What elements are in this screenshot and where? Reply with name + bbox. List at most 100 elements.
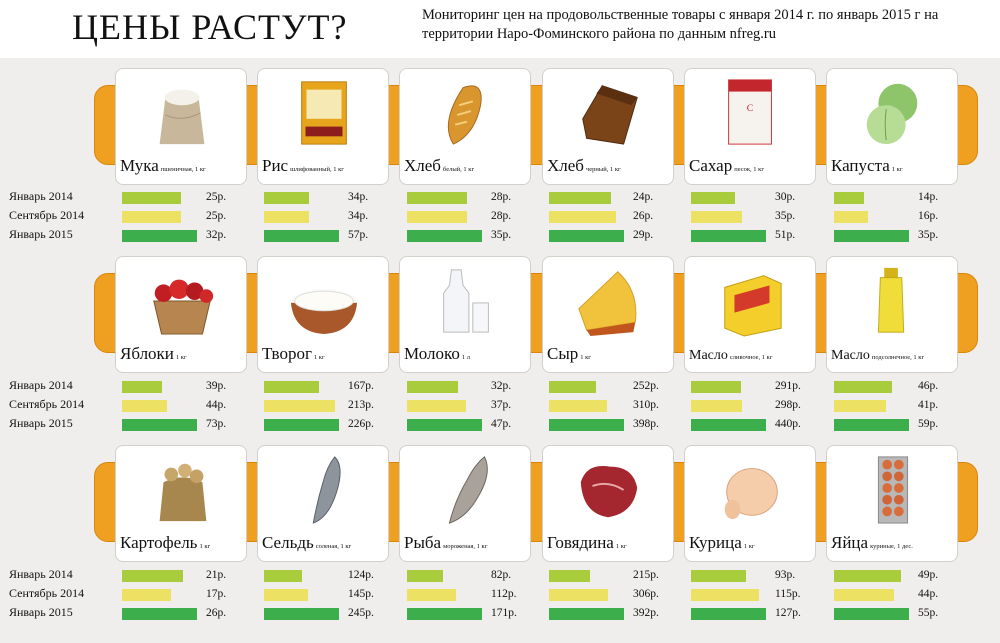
product-label: Курица 1 кг (689, 533, 813, 553)
product-name: Творог (262, 344, 312, 363)
cabbage-icon (857, 75, 929, 149)
product-unit: мороженая, 1 кг (443, 543, 488, 550)
product-unit: 1 кг (313, 354, 325, 361)
product-unit: 1 кг (891, 166, 903, 173)
product-unit: подсолнечное, 1 кг (871, 354, 925, 361)
bar-value-label: 35р. (918, 229, 939, 241)
product-card: Картофель 1 кг (115, 445, 247, 562)
page-title: ЦЕНЫ РАСТУТ? (72, 7, 348, 47)
product-name: Хлеб (404, 156, 441, 175)
product-label: Молоко 1 л (404, 344, 528, 364)
bar-value-label: 115р. (775, 588, 801, 600)
bar-value-label: 252р. (633, 380, 659, 392)
bar-sep-2014 (691, 589, 759, 601)
bar-sep-2014 (264, 211, 309, 223)
product-name: Масло (689, 348, 728, 363)
product-label: Сахар песок, 1 кг (689, 156, 813, 176)
bar-value-label: 47р. (491, 418, 512, 430)
bar-jan-2014 (264, 192, 309, 204)
product-label: Масло сливочное, 1 кг (689, 344, 813, 364)
bar-jan-2014 (122, 381, 162, 393)
bar-value-label: 57р. (348, 229, 369, 241)
product-name: Рыба (404, 533, 442, 552)
bar-value-label: 28р. (491, 210, 512, 222)
product-label: Яблоки 1 кг (120, 344, 244, 364)
product-label: Хлеб черный, 1 кг (547, 156, 671, 176)
bar-sep-2014 (834, 211, 868, 223)
bar-value-label: 215р. (633, 569, 659, 581)
bar-value-label: 25р. (206, 210, 227, 222)
bar-value-label: 226р. (348, 418, 374, 430)
period-label-jan-2015: Январь 2015 (9, 605, 73, 619)
period-label-jan-2014: Январь 2014 (9, 189, 73, 203)
bar-value-label: 44р. (206, 399, 227, 411)
bar-value-label: 29р. (633, 229, 654, 241)
svg-text:С: С (747, 103, 753, 114)
bar-value-label: 16р. (918, 210, 939, 222)
page-subtitle: Мониторинг цен на продовольственные това… (422, 7, 939, 42)
bar-jan-2015 (122, 608, 197, 620)
bar-value-label: 46р. (918, 380, 939, 392)
product-label: Хлеб белый, 1 кг (404, 156, 528, 176)
bar-value-label: 14р. (918, 191, 939, 203)
product-label: Говядина 1 кг (547, 533, 671, 553)
product-name: Рис (262, 156, 289, 175)
period-label-jan-2015: Январь 2015 (9, 227, 73, 241)
bar-value-label: 34р. (348, 210, 369, 222)
product-label: Капуста 1 кг (831, 156, 955, 176)
herring-icon (288, 452, 360, 526)
potato-sack-icon (146, 452, 218, 526)
product-unit: сливочное, 1 кг (729, 354, 773, 361)
bar-sep-2014 (691, 211, 742, 223)
bar-jan-2014 (834, 381, 892, 393)
product-name: Капуста (831, 156, 890, 175)
bar-jan-2014 (549, 570, 590, 582)
bar-sep-2014 (549, 400, 607, 412)
product-unit: белый, 1 кг (442, 166, 475, 173)
black-bread-icon (573, 75, 645, 149)
bar-jan-2015 (834, 230, 909, 242)
product-unit: соленая, 1 кг (315, 543, 352, 550)
bar-sep-2014 (264, 400, 335, 412)
product-name: Молоко (404, 344, 460, 363)
bar-sep-2014 (264, 589, 308, 601)
product-card: Сыр 1 кг (542, 256, 674, 373)
bar-value-label: 30р. (775, 191, 796, 203)
bar-value-label: 112р. (491, 588, 517, 600)
bar-jan-2014 (834, 192, 864, 204)
product-card: Говядина 1 кг (542, 445, 674, 562)
product-card: С Сахар песок, 1 кг (684, 68, 816, 185)
frozen-fish-icon (430, 452, 502, 526)
product-name: Яйца (831, 533, 869, 552)
product-name: Хлеб (547, 156, 584, 175)
bar-jan-2015 (549, 608, 624, 620)
bar-value-label: 24р. (633, 191, 654, 203)
period-label-sep-2014: Сентябрь 2014 (9, 397, 85, 411)
product-unit: шлифованный, 1 кг (290, 166, 344, 173)
bar-jan-2014 (407, 192, 467, 204)
product-card: Молоко 1 л (399, 256, 531, 373)
bar-sep-2014 (834, 400, 886, 412)
bar-sep-2014 (407, 400, 466, 412)
bar-sep-2014 (549, 211, 616, 223)
butter-pack-icon (715, 263, 787, 337)
product-card: Мука пшеничная, 1 кг (115, 68, 247, 185)
bar-value-label: 298р. (775, 399, 801, 411)
period-label-sep-2014: Сентябрь 2014 (9, 208, 85, 222)
bar-value-label: 51р. (775, 229, 796, 241)
bar-sep-2014 (407, 211, 467, 223)
bar-value-label: 82р. (491, 569, 512, 581)
bar-jan-2014 (407, 570, 443, 582)
sugar-pack-icon: С (715, 75, 787, 149)
bar-value-label: 306р. (633, 588, 659, 600)
product-card: Яйца куриные, 1 дес. (826, 445, 958, 562)
bar-jan-2014 (549, 192, 611, 204)
bar-jan-2015 (691, 608, 766, 620)
bar-value-label: 35р. (775, 210, 796, 222)
bar-sep-2014 (834, 589, 894, 601)
bar-value-label: 440р. (775, 418, 801, 430)
bar-value-label: 39р. (206, 380, 227, 392)
bar-jan-2015 (264, 230, 339, 242)
bar-jan-2014 (264, 381, 319, 393)
bar-jan-2015 (407, 608, 482, 620)
